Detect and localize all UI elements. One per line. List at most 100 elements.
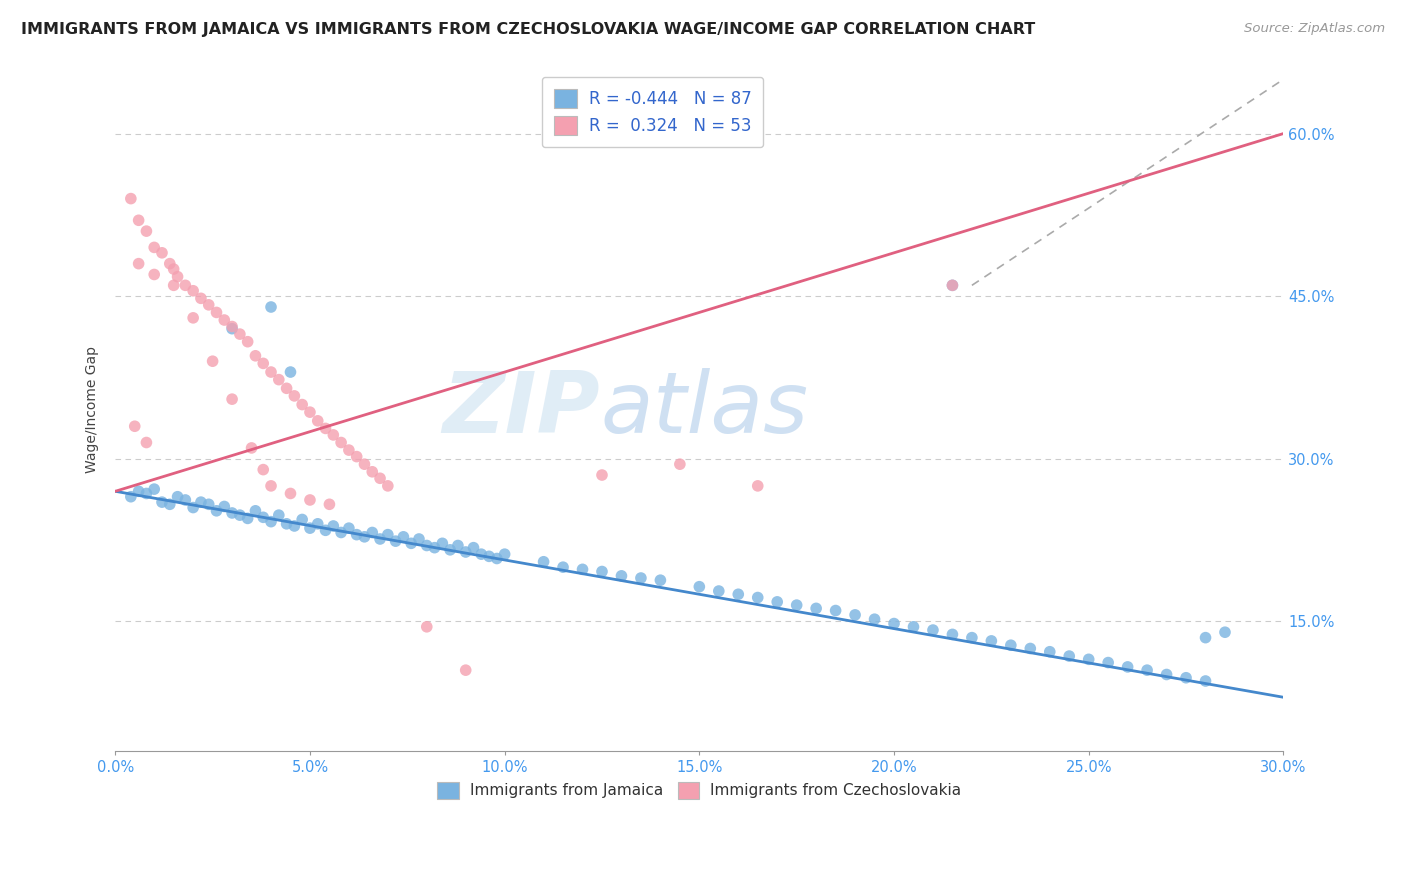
Point — [307, 516, 329, 531]
Point — [181, 500, 204, 515]
Point — [1057, 649, 1080, 664]
Point — [260, 365, 283, 379]
Point — [298, 405, 321, 419]
Point — [368, 471, 391, 485]
Point — [174, 493, 197, 508]
Point — [1116, 660, 1139, 674]
Point — [197, 497, 219, 511]
Point — [591, 565, 613, 579]
Point — [416, 539, 439, 553]
Point — [205, 305, 228, 319]
Point — [150, 495, 173, 509]
Point — [368, 532, 391, 546]
Point — [423, 541, 446, 555]
Point — [221, 392, 243, 406]
Point — [190, 495, 212, 509]
Point — [346, 527, 368, 541]
Point — [159, 257, 181, 271]
Point — [260, 479, 283, 493]
Y-axis label: Wage/Income Gap: Wage/Income Gap — [86, 346, 100, 474]
Point — [150, 245, 173, 260]
Point — [229, 508, 252, 523]
Point — [454, 545, 477, 559]
Point — [1194, 631, 1216, 645]
Point — [408, 532, 430, 546]
Point — [463, 541, 485, 555]
Point — [1019, 641, 1042, 656]
Point — [766, 595, 789, 609]
Point — [135, 486, 157, 500]
Text: atlas: atlas — [600, 368, 808, 451]
Point — [318, 497, 340, 511]
Point — [283, 519, 305, 533]
Point — [236, 511, 259, 525]
Point — [478, 549, 501, 564]
Point — [267, 508, 290, 523]
Point — [143, 268, 166, 282]
Point — [128, 213, 150, 227]
Point — [1156, 667, 1178, 681]
Point — [181, 310, 204, 325]
Point — [260, 515, 283, 529]
Point — [353, 457, 375, 471]
Point — [128, 484, 150, 499]
Point — [377, 527, 399, 541]
Point — [485, 551, 508, 566]
Point — [291, 512, 314, 526]
Point — [941, 278, 963, 293]
Point — [630, 571, 652, 585]
Point — [669, 457, 692, 471]
Point — [747, 479, 769, 493]
Point — [135, 435, 157, 450]
Point — [804, 601, 827, 615]
Point — [1077, 652, 1099, 666]
Point — [416, 620, 439, 634]
Point — [361, 465, 384, 479]
Point — [447, 539, 470, 553]
Point — [280, 365, 302, 379]
Point — [824, 603, 846, 617]
Point — [166, 490, 188, 504]
Point — [330, 525, 353, 540]
Point — [1000, 638, 1022, 652]
Point — [120, 490, 142, 504]
Point — [454, 663, 477, 677]
Point — [143, 240, 166, 254]
Point — [384, 534, 406, 549]
Point — [392, 530, 415, 544]
Point — [214, 500, 236, 514]
Point — [260, 300, 283, 314]
Point — [143, 482, 166, 496]
Text: ZIP: ZIP — [443, 368, 600, 451]
Legend: Immigrants from Jamaica, Immigrants from Czechoslovakia: Immigrants from Jamaica, Immigrants from… — [432, 775, 967, 805]
Text: Source: ZipAtlas.com: Source: ZipAtlas.com — [1244, 22, 1385, 36]
Point — [245, 504, 267, 518]
Point — [1175, 671, 1198, 685]
Point — [197, 298, 219, 312]
Point — [494, 547, 516, 561]
Point — [337, 443, 360, 458]
Point — [707, 584, 730, 599]
Point — [346, 450, 368, 464]
Point — [571, 562, 593, 576]
Point — [166, 269, 188, 284]
Point — [252, 462, 274, 476]
Point — [844, 607, 866, 622]
Point — [688, 580, 710, 594]
Point — [283, 389, 305, 403]
Point — [163, 262, 186, 277]
Point — [135, 224, 157, 238]
Point — [245, 349, 267, 363]
Text: IMMIGRANTS FROM JAMAICA VS IMMIGRANTS FROM CZECHOSLOVAKIA WAGE/INCOME GAP CORREL: IMMIGRANTS FROM JAMAICA VS IMMIGRANTS FR… — [21, 22, 1035, 37]
Point — [610, 569, 633, 583]
Point — [221, 319, 243, 334]
Point — [267, 373, 290, 387]
Point — [124, 419, 146, 434]
Point — [163, 278, 186, 293]
Point — [399, 536, 422, 550]
Point — [883, 616, 905, 631]
Point — [960, 631, 983, 645]
Point — [128, 257, 150, 271]
Point — [214, 313, 236, 327]
Point — [470, 547, 492, 561]
